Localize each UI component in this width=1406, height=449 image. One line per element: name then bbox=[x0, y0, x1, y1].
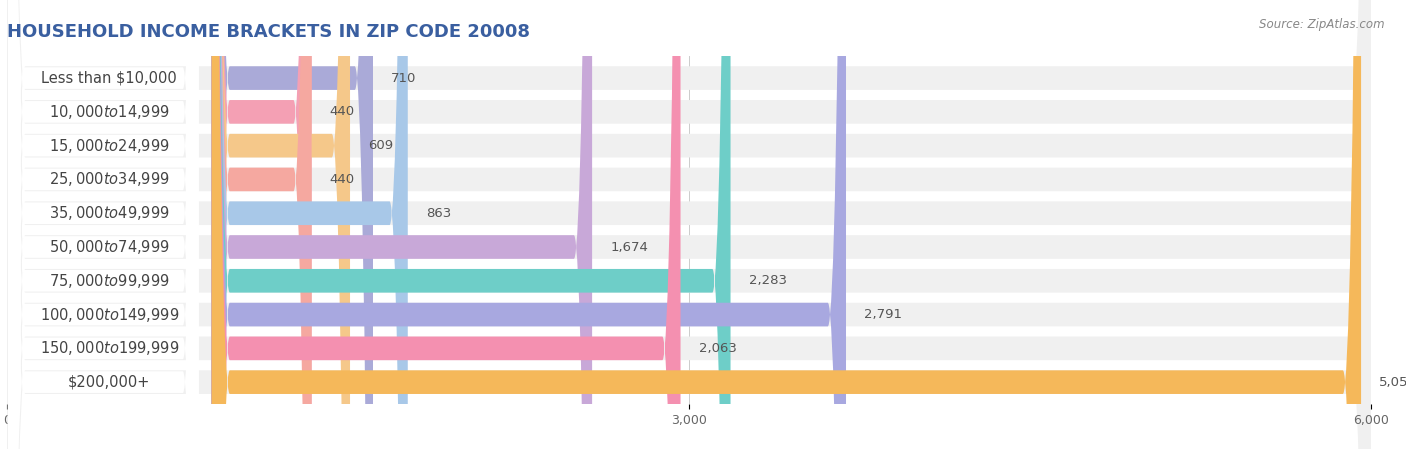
Text: 2,791: 2,791 bbox=[865, 308, 903, 321]
Text: $25,000 to $34,999: $25,000 to $34,999 bbox=[49, 171, 170, 189]
FancyBboxPatch shape bbox=[8, 0, 198, 449]
FancyBboxPatch shape bbox=[8, 0, 198, 449]
Text: 1,674: 1,674 bbox=[610, 241, 648, 254]
Text: 2,283: 2,283 bbox=[749, 274, 787, 287]
Text: 2,063: 2,063 bbox=[699, 342, 737, 355]
FancyBboxPatch shape bbox=[7, 0, 1371, 449]
FancyBboxPatch shape bbox=[7, 0, 1371, 449]
Text: 863: 863 bbox=[426, 207, 451, 220]
Text: $100,000 to $149,999: $100,000 to $149,999 bbox=[39, 306, 179, 324]
FancyBboxPatch shape bbox=[7, 0, 1371, 449]
Text: $35,000 to $49,999: $35,000 to $49,999 bbox=[49, 204, 170, 222]
FancyBboxPatch shape bbox=[8, 0, 198, 449]
Text: $200,000+: $200,000+ bbox=[67, 374, 150, 390]
FancyBboxPatch shape bbox=[7, 0, 1371, 449]
FancyBboxPatch shape bbox=[8, 0, 198, 449]
FancyBboxPatch shape bbox=[7, 0, 1371, 449]
FancyBboxPatch shape bbox=[7, 0, 1371, 449]
Text: 609: 609 bbox=[368, 139, 394, 152]
FancyBboxPatch shape bbox=[8, 0, 198, 449]
FancyBboxPatch shape bbox=[211, 0, 681, 449]
FancyBboxPatch shape bbox=[211, 0, 592, 449]
FancyBboxPatch shape bbox=[211, 0, 731, 449]
Text: $150,000 to $199,999: $150,000 to $199,999 bbox=[39, 339, 179, 357]
FancyBboxPatch shape bbox=[211, 0, 312, 449]
Text: $10,000 to $14,999: $10,000 to $14,999 bbox=[49, 103, 170, 121]
Text: $50,000 to $74,999: $50,000 to $74,999 bbox=[49, 238, 170, 256]
Text: 440: 440 bbox=[330, 173, 354, 186]
Text: HOUSEHOLD INCOME BRACKETS IN ZIP CODE 20008: HOUSEHOLD INCOME BRACKETS IN ZIP CODE 20… bbox=[7, 23, 530, 41]
FancyBboxPatch shape bbox=[7, 0, 1371, 449]
FancyBboxPatch shape bbox=[211, 0, 312, 449]
Text: Source: ZipAtlas.com: Source: ZipAtlas.com bbox=[1260, 18, 1385, 31]
FancyBboxPatch shape bbox=[8, 0, 198, 449]
FancyBboxPatch shape bbox=[8, 0, 198, 449]
Text: Less than $10,000: Less than $10,000 bbox=[41, 70, 177, 86]
FancyBboxPatch shape bbox=[211, 0, 408, 449]
Text: $15,000 to $24,999: $15,000 to $24,999 bbox=[49, 136, 170, 154]
FancyBboxPatch shape bbox=[7, 0, 1371, 449]
Text: $75,000 to $99,999: $75,000 to $99,999 bbox=[49, 272, 170, 290]
Text: 5,057: 5,057 bbox=[1379, 376, 1406, 389]
FancyBboxPatch shape bbox=[7, 0, 1371, 449]
FancyBboxPatch shape bbox=[7, 0, 1371, 449]
FancyBboxPatch shape bbox=[211, 0, 350, 449]
FancyBboxPatch shape bbox=[211, 0, 1361, 449]
FancyBboxPatch shape bbox=[8, 0, 198, 449]
FancyBboxPatch shape bbox=[211, 0, 846, 449]
Text: 440: 440 bbox=[330, 106, 354, 119]
FancyBboxPatch shape bbox=[8, 0, 198, 449]
Text: 710: 710 bbox=[391, 71, 416, 84]
FancyBboxPatch shape bbox=[8, 0, 198, 449]
FancyBboxPatch shape bbox=[211, 0, 373, 449]
